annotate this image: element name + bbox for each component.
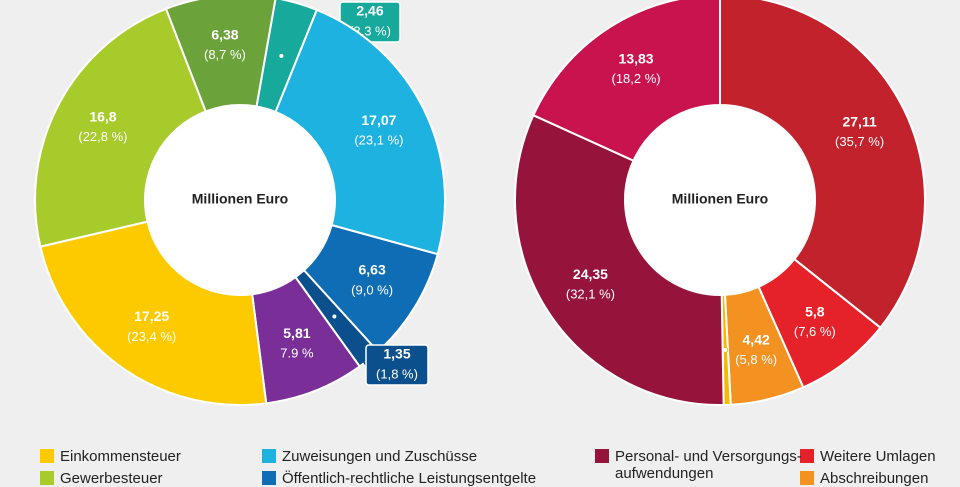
legend-item: Gewerbesteuer <box>40 470 163 487</box>
donut-segment <box>514 113 725 406</box>
share-label: (35,7 %) <box>835 134 884 149</box>
center-label: Millionen Euro <box>192 191 288 207</box>
share-label: (23,1 %) <box>354 133 403 148</box>
legend-label: Einkommensteuer <box>60 448 181 465</box>
share-label: (23,4 %) <box>127 329 176 344</box>
donut-segment <box>34 7 208 248</box>
legend-item: Einkommensteuer <box>40 448 181 465</box>
donut-segment <box>532 0 721 163</box>
legend-label: Weitere Umlagen <box>820 448 936 465</box>
legend-item: Öffentlich-rechtliche Leistungsentgelte <box>262 470 536 487</box>
share-label: (5,8 %) <box>735 352 777 367</box>
donut-segment <box>274 8 446 256</box>
callout-dot <box>278 52 285 59</box>
value-label: 24,35 <box>573 266 608 282</box>
legend-item: Zuweisungen und Zuschüsse <box>262 448 477 465</box>
value-label: 6,38 <box>211 26 238 42</box>
legend-label: Öffentlich-rechtliche Leistungsentgelte <box>282 470 537 487</box>
value-label: 5,8 <box>805 303 825 319</box>
value-label: 16,8 <box>89 108 116 124</box>
legend-label: Personal- und Versorgungs- aufwendungen <box>615 448 802 482</box>
share-label: (22,8 %) <box>78 129 127 144</box>
share-label: 7.9 % <box>280 346 314 361</box>
callout-line <box>333 316 367 366</box>
value-label: 5,81 <box>283 325 310 341</box>
share-label: (8,7 %) <box>204 47 246 62</box>
legend-swatch <box>262 471 276 485</box>
donut-segment <box>719 0 926 330</box>
legend-swatch <box>40 449 54 463</box>
legend-label: Gewerbesteuer <box>60 470 163 487</box>
legend-swatch <box>262 449 276 463</box>
legend-item: Personal- und Versorgungs- aufwendungen <box>595 448 802 482</box>
share-label: (18,2 %) <box>611 71 660 86</box>
donut-hole <box>146 106 334 294</box>
center-label: Millionen Euro <box>672 191 768 207</box>
value-label: 2,46 <box>356 3 383 19</box>
legend-item: Weitere Umlagen <box>800 448 936 465</box>
value-label: 17,25 <box>134 308 169 324</box>
value-label: 27,11 <box>842 113 876 129</box>
share-label: (9,0 %) <box>351 282 393 297</box>
share-label: (7,6 %) <box>794 324 836 339</box>
legend-swatch <box>595 449 609 463</box>
value-label: 13,83 <box>619 50 654 66</box>
donut-hole <box>626 106 814 294</box>
donut-segment <box>39 220 268 406</box>
legend-swatch <box>800 471 814 485</box>
value-label: 1,35 <box>383 346 410 362</box>
legend-swatch <box>800 449 814 463</box>
share-label: (32,1 %) <box>566 287 615 302</box>
value-label: 17,07 <box>361 112 396 128</box>
callout-box <box>365 344 429 386</box>
legend-item: Abschreibungen <box>800 470 928 487</box>
legend-swatch <box>40 471 54 485</box>
callout-dot <box>331 313 338 320</box>
legend-label: Zuweisungen und Zuschüsse <box>282 448 478 465</box>
value-label: 4,42 <box>743 331 770 347</box>
donut-segment <box>164 0 277 113</box>
value-label: 6,63 <box>359 262 386 278</box>
share-label: (1,8 %) <box>376 366 418 381</box>
legend-label: Abschreibungen <box>820 470 929 487</box>
